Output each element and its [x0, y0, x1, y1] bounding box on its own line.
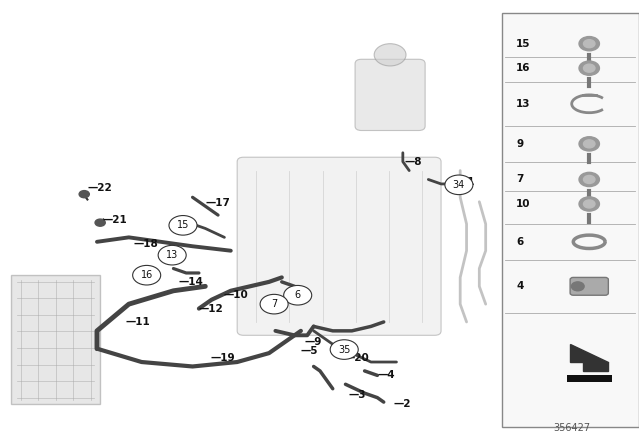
Text: —18: —18 — [134, 239, 159, 249]
Circle shape — [584, 140, 595, 148]
Text: 7: 7 — [516, 174, 524, 185]
Text: 35: 35 — [338, 345, 351, 354]
Circle shape — [260, 294, 288, 314]
Text: —8: —8 — [404, 157, 422, 167]
FancyBboxPatch shape — [355, 59, 425, 130]
Circle shape — [579, 61, 600, 75]
Circle shape — [584, 200, 595, 208]
Text: 15: 15 — [516, 39, 531, 49]
Text: 13: 13 — [516, 99, 531, 109]
Circle shape — [572, 282, 584, 291]
Circle shape — [445, 175, 473, 194]
Circle shape — [579, 37, 600, 51]
Text: 9: 9 — [516, 139, 524, 149]
Text: 7: 7 — [271, 299, 277, 309]
Text: 16: 16 — [516, 63, 531, 73]
FancyBboxPatch shape — [237, 157, 441, 335]
Text: 16: 16 — [141, 270, 153, 280]
Text: —17: —17 — [205, 198, 230, 207]
Text: —12: —12 — [199, 304, 223, 314]
Polygon shape — [570, 344, 609, 371]
Text: 10: 10 — [516, 199, 531, 209]
Text: —3: —3 — [349, 390, 366, 401]
FancyBboxPatch shape — [502, 13, 639, 426]
Text: 6: 6 — [516, 237, 524, 247]
Circle shape — [330, 340, 358, 359]
Text: —19: —19 — [211, 353, 235, 363]
Text: —14: —14 — [179, 277, 204, 287]
Text: 356427: 356427 — [553, 423, 590, 433]
Text: —9: —9 — [304, 337, 321, 347]
Circle shape — [579, 137, 600, 151]
Text: —21: —21 — [102, 215, 127, 224]
Circle shape — [579, 197, 600, 211]
Circle shape — [79, 190, 90, 198]
Circle shape — [132, 265, 161, 285]
FancyBboxPatch shape — [570, 277, 609, 295]
Circle shape — [584, 176, 595, 184]
Circle shape — [95, 219, 105, 226]
Text: —1: —1 — [457, 177, 474, 187]
Text: —22: —22 — [88, 183, 112, 194]
Circle shape — [584, 64, 595, 72]
Text: —2: —2 — [394, 399, 411, 409]
Text: 4: 4 — [516, 281, 524, 291]
Circle shape — [284, 285, 312, 305]
Text: —11: —11 — [125, 317, 150, 327]
Text: 34: 34 — [452, 180, 465, 190]
Circle shape — [579, 172, 600, 187]
Text: —4: —4 — [378, 370, 395, 380]
Text: 13: 13 — [166, 250, 179, 260]
FancyBboxPatch shape — [567, 375, 612, 382]
FancyBboxPatch shape — [11, 275, 100, 404]
Circle shape — [158, 246, 186, 265]
Text: —20: —20 — [344, 353, 369, 363]
Text: —10: —10 — [223, 290, 248, 300]
Text: 6: 6 — [294, 290, 301, 300]
Circle shape — [169, 215, 197, 235]
Text: 15: 15 — [177, 220, 189, 230]
Circle shape — [584, 40, 595, 47]
Circle shape — [374, 44, 406, 66]
Text: —5: —5 — [301, 346, 318, 356]
